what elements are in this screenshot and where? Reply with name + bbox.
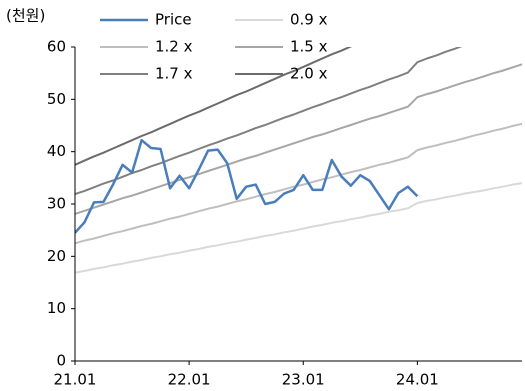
- y-tick-label: 30: [47, 195, 66, 213]
- y-tick-label: 20: [47, 247, 66, 265]
- y-tick-label: 50: [47, 90, 66, 108]
- y-tick-label: 40: [47, 142, 66, 160]
- y-tick-label: 0: [56, 352, 66, 370]
- x-tick-label: 22.01: [168, 371, 211, 389]
- legend-label: 1.7 x: [155, 65, 193, 83]
- series-line: [75, 182, 523, 274]
- series-line: [75, 47, 463, 196]
- x-tick-label: 24.01: [396, 371, 439, 389]
- x-tick-label: 21.01: [54, 371, 97, 389]
- legend-label: 1.2 x: [155, 38, 193, 56]
- legend-label: 1.5 x: [290, 38, 328, 56]
- series-line: [75, 138, 419, 234]
- y-tick-label: 60: [47, 38, 66, 56]
- y-tick-label: 10: [47, 299, 66, 317]
- series-line: [75, 63, 523, 215]
- legend-label: 2.0 x: [290, 65, 328, 83]
- y-unit-label: (천원): [6, 7, 45, 25]
- series-line: [75, 47, 353, 166]
- series-line: [75, 122, 523, 245]
- legend-label: Price: [155, 11, 192, 29]
- x-tick-label: 23.01: [282, 371, 325, 389]
- legend-label: 0.9 x: [290, 11, 328, 29]
